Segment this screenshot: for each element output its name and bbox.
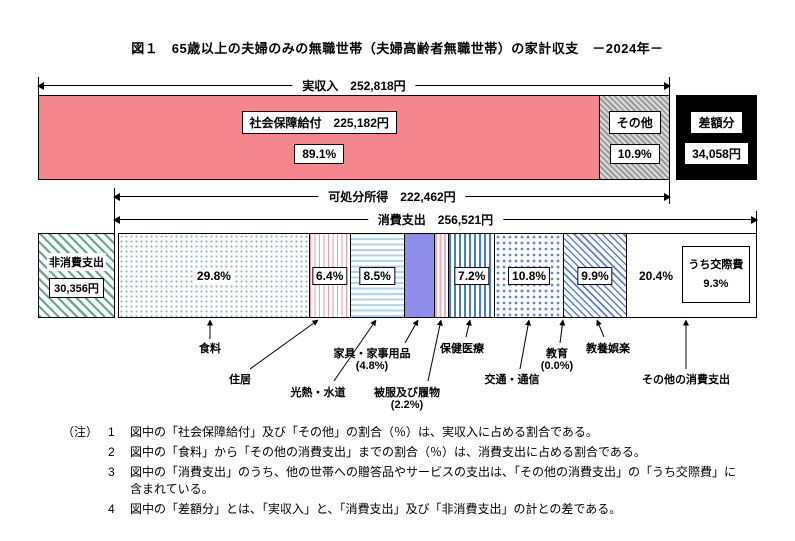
segment-clothing (434, 234, 449, 317)
label-transport: 交通・通信 (484, 374, 540, 386)
note-text: 図中の「差額分」とは、「実収入」と、「消費支出」及び「非消費支出」の計との差であ… (130, 502, 622, 517)
consumption-bracket-arrow: 消費支出 256,521円 (113, 210, 758, 228)
income-bracket-label: 実収入 252,818円 (292, 76, 416, 94)
disposable-income-bracket-arrow: 可処分所得 222,462円 (113, 187, 671, 205)
social-expenses-box: うち交際費 9.3% (681, 246, 750, 304)
other-income-pct: 10.9% (609, 144, 660, 164)
recreation-pct: 9.9% (577, 266, 613, 285)
disposable-income-bracket-label: 可処分所得 222,462円 (318, 187, 466, 205)
note-text: 図中の「社会保障給付」及び「その他」の割合（％）は、実収入に占める割合である。 (130, 425, 598, 439)
note-row: 1 図中の「社会保障給付」及び「その他」の割合（％）は、実収入に占める割合である… (108, 424, 736, 441)
utilities-pct: 8.5% (359, 266, 395, 285)
segment-health: 7.2% (448, 234, 495, 317)
label-food: 食料 (199, 343, 221, 355)
leader-housing (249, 319, 319, 370)
note-text: 図中の「食料」から「その他の消費支出」までの割合（％）は、消費支出に占める割合で… (130, 445, 646, 460)
difference-value: 34,058円 (685, 142, 748, 164)
notes: （注） 1 図中の「社会保障給付」及び「その他」の割合（％）は、実収入に占める割… (62, 424, 736, 518)
figure-title: 図１ 65歳以上の夫婦のみの無職世帯（夫婦高齢者無職世帯）の家計収支 －2024… (131, 41, 664, 56)
consumption-bracket-label: 消費支出 256,521円 (367, 210, 504, 228)
segment-food: 29.8% (119, 234, 309, 317)
social-security-segment: 社会保障給付 225,182円 89.1% (39, 96, 600, 179)
label-clothing-pct: (2.2%) (390, 399, 424, 411)
label-recreation: 教養娯楽 (586, 343, 630, 355)
label-education: 教育 (546, 348, 568, 360)
social-security-label: 社会保障給付 225,182円 (241, 111, 397, 134)
leader-clothing (427, 319, 443, 382)
health-pct: 7.2% (454, 266, 490, 285)
segment-housing: 6.4% (308, 234, 350, 317)
difference-segment: 差額分 34,058円 (676, 95, 757, 180)
segment-recreation: 9.9% (562, 234, 626, 317)
segment-other-consumption: 20.4% うち交際費 9.3% (625, 234, 756, 317)
note-text: 図中の「消費支出」のうち、他の世帯への贈答品やサービスの支出は、「その他の消費支… (130, 465, 737, 497)
label-clothing: 被服及び履物 (374, 387, 440, 399)
leader-education (559, 319, 566, 344)
other-consumption-pct: 20.4% (638, 268, 674, 283)
leader-health (465, 319, 472, 338)
note-number: 3 (108, 465, 115, 480)
label-health: 保健医療 (440, 343, 484, 355)
leader-utilities (333, 319, 377, 382)
segment-furniture (403, 234, 435, 317)
consumption-bar: 29.8% 6.4% 8.5% 7.2% 10.8% 9.9% 20.4% うち… (118, 233, 757, 318)
label-education-pct: (0.0%) (540, 360, 574, 372)
social-expenses-pct: 9.3% (703, 277, 729, 290)
non-consumption-label: 非消費支出 (47, 253, 106, 271)
note-number: 4 (108, 502, 115, 517)
note-number: 1 (108, 425, 115, 439)
income-bracket-right-tick (669, 77, 670, 95)
income-bar: 社会保障給付 225,182円 89.1% その他 10.9% (38, 95, 670, 180)
note-row: 3 図中の「消費支出」のうち、他の世帯への贈答品やサービスの支出は、「その他の消… (108, 464, 736, 498)
disposable-right-tick (669, 180, 670, 204)
note-row: 4 図中の「差額分」とは、「実収入」と、「消費支出」及び「非消費支出」の計との差… (108, 501, 736, 518)
leader-lines (207, 319, 689, 382)
transport-pct: 10.8% (508, 266, 551, 285)
label-furniture-pct: (4.8%) (355, 360, 389, 372)
consumption-right-tick (756, 211, 757, 233)
segment-transport: 10.8% (494, 234, 563, 317)
difference-label: 差額分 (691, 111, 742, 133)
non-consumption-segment: 非消費支出 30,356円 (38, 233, 115, 318)
notes-list: 1 図中の「社会保障給付」及び「その他」の割合（％）は、実収入に占める割合である… (108, 424, 736, 518)
non-consumption-value: 30,356円 (49, 278, 104, 298)
label-other-consumption: その他の消費支出 (642, 374, 730, 386)
label-housing: 住居 (229, 374, 251, 386)
disposable-left-tick (114, 188, 115, 233)
label-utilities: 光熱・水道 (290, 387, 346, 399)
note-row: 2 図中の「食料」から「その他の消費支出」までの割合（％）は、消費支出に占める割… (108, 444, 736, 461)
social-security-pct: 89.1% (294, 144, 345, 164)
other-income-label: その他 (608, 111, 661, 134)
leader-recreation (596, 319, 605, 338)
leader-transport (519, 319, 531, 370)
segment-utilities: 8.5% (349, 234, 404, 317)
social-expenses-label: うち交際費 (688, 259, 744, 271)
other-income-segment: その他 10.9% (599, 96, 669, 179)
housing-pct: 6.4% (312, 266, 348, 285)
food-pct: 29.8% (193, 267, 234, 284)
income-bracket-arrow: 実収入 252,818円 (37, 76, 671, 94)
notes-mark: （注） (62, 425, 99, 439)
leader-furniture (404, 319, 419, 344)
note-number: 2 (108, 445, 115, 460)
label-furniture: 家具・家事用品 (333, 348, 411, 360)
income-bracket-left-tick (38, 77, 39, 95)
